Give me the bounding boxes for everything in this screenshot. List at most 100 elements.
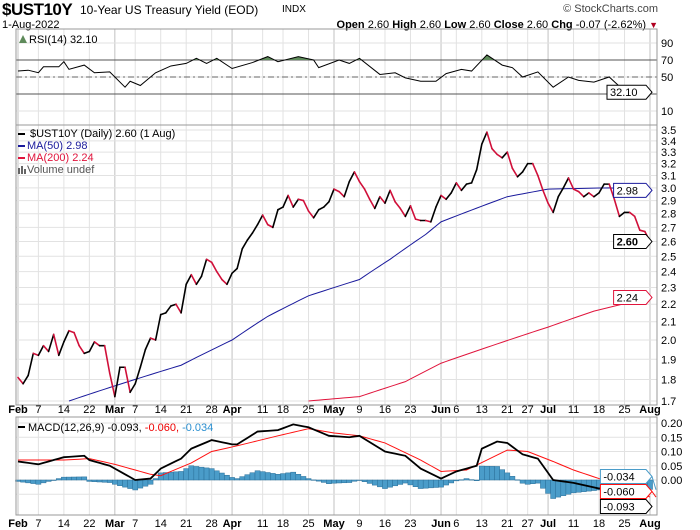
price-tick-label: 2.0 [661,335,676,347]
low-value: 2.60 [469,19,491,31]
macd-histogram-bar [101,479,108,483]
price-segment [348,171,356,183]
macd-histogram-bar [147,479,154,485]
macd-tick-label: 0.10 [661,447,682,459]
price-segment [470,168,478,184]
price-segment [562,177,570,189]
copyright[interactable]: © StockCharts.com [563,3,658,15]
x-axis-label: 25 [302,518,314,530]
price-segment [323,201,330,208]
macd-legend: MACD(12,26,9) -0.093, -0.060, -0.034 [28,422,213,434]
x-axis-label: 16 [379,404,391,416]
price-tick-label: 3.3 [661,147,676,159]
rsi-value-tag-box [606,84,653,100]
macd-histogram-bar [295,474,302,481]
x-axis-label: 11 [568,518,579,530]
ma50-value-tag: 2.98 [617,185,638,197]
macd-histogram-bar [453,479,460,482]
macd-histogram-bar [377,479,383,488]
price-segment [68,329,75,334]
x-axis-label: 28 [206,404,218,416]
price-segment [27,352,35,377]
price-segment [424,219,432,223]
price-value-tag-box [613,234,653,250]
close-label: Close [493,19,524,31]
macd-histogram-bar [514,479,521,481]
macd-panel-border [15,416,658,516]
macd-histogram-bar [382,479,388,489]
price-segment [404,204,412,218]
price-segment [598,183,605,194]
macd-histogram-bar [259,471,266,481]
macd-histogram-bar [540,479,546,489]
macd-histogram-bar [178,471,184,481]
rsi-value-tag: 32.10 [610,87,638,99]
macd-tick-label: 0.15 [661,432,682,444]
macd-histogram-bar [494,466,500,481]
macd-histogram-bar [519,479,526,484]
macd-line [17,423,651,508]
macd-histogram-bar [545,479,551,494]
rsi-tick-label: 50 [661,72,673,84]
x-axis-label: 14 [58,404,70,416]
macd-legend-part: -0.060, [145,422,182,434]
x-axis-label: Feb [8,518,28,530]
x-axis-label: 23 [404,518,416,530]
signal-value-tag-leader [651,491,657,498]
price-segment [435,194,442,208]
price-segment [516,171,524,178]
price-segment [73,331,80,347]
macd-histogram-bar [397,479,404,485]
x-axis-label: 11 [568,404,579,416]
price-segment [139,348,147,369]
x-axis-label: 25 [302,404,314,416]
macd-histogram-bar [504,472,511,481]
macd-histogram-bar [229,477,235,481]
price-segment [170,303,177,307]
macd-histogram-bar [219,472,225,481]
macd-histogram-bar [76,476,82,481]
macd-histogram-bar [117,479,123,486]
macd-histogram-bar [336,479,342,484]
price-segment [312,208,320,219]
macd-histogram-bar [198,466,205,481]
price-segment [210,261,218,273]
macd-histogram-bar [224,474,230,481]
high-label: High [392,19,417,31]
macd-histogram-bar [66,476,72,481]
x-axis-label: 21 [501,518,513,530]
legend-swatch [18,145,25,147]
macd-legend-part: -0.034 [182,422,213,434]
ma50-value-tag-box [613,182,653,198]
price-segment [531,162,539,177]
price-tick-label: 1.9 [661,354,676,366]
price-segment [256,214,264,226]
macd-value-tag-box [599,499,653,515]
x-axis-label: Apr [223,404,243,416]
macd-tick-label: 0.00 [661,475,682,487]
macd-histogram-bar [361,479,368,482]
x-axis-label: 18 [593,518,605,530]
x-axis-label: 25 [618,404,630,416]
x-axis-label: 7 [35,404,41,416]
x-axis-label: Jul [540,518,556,530]
macd-histogram-bar [524,479,531,485]
macd-histogram-bar [473,479,480,481]
x-axis-label: 13 [476,518,488,530]
price-segment [266,223,274,229]
x-axis-label: Jul [540,404,556,416]
macd-histogram-bar [168,471,174,481]
x-axis-label: 16 [379,518,391,530]
price-segment [241,239,249,250]
macd-histogram-bar [463,478,470,481]
macd-histogram-bar [106,479,113,483]
price-segment [124,366,131,394]
security-name: 10-Year US Treasury Yield (EOD) [80,3,259,17]
price-tick-label: 2.1 [661,317,676,329]
price-segment [358,180,366,190]
volume-icon [18,166,26,174]
macd-histogram-bar [407,479,414,486]
macd-histogram-bar [356,479,363,481]
price-segment [103,344,111,375]
